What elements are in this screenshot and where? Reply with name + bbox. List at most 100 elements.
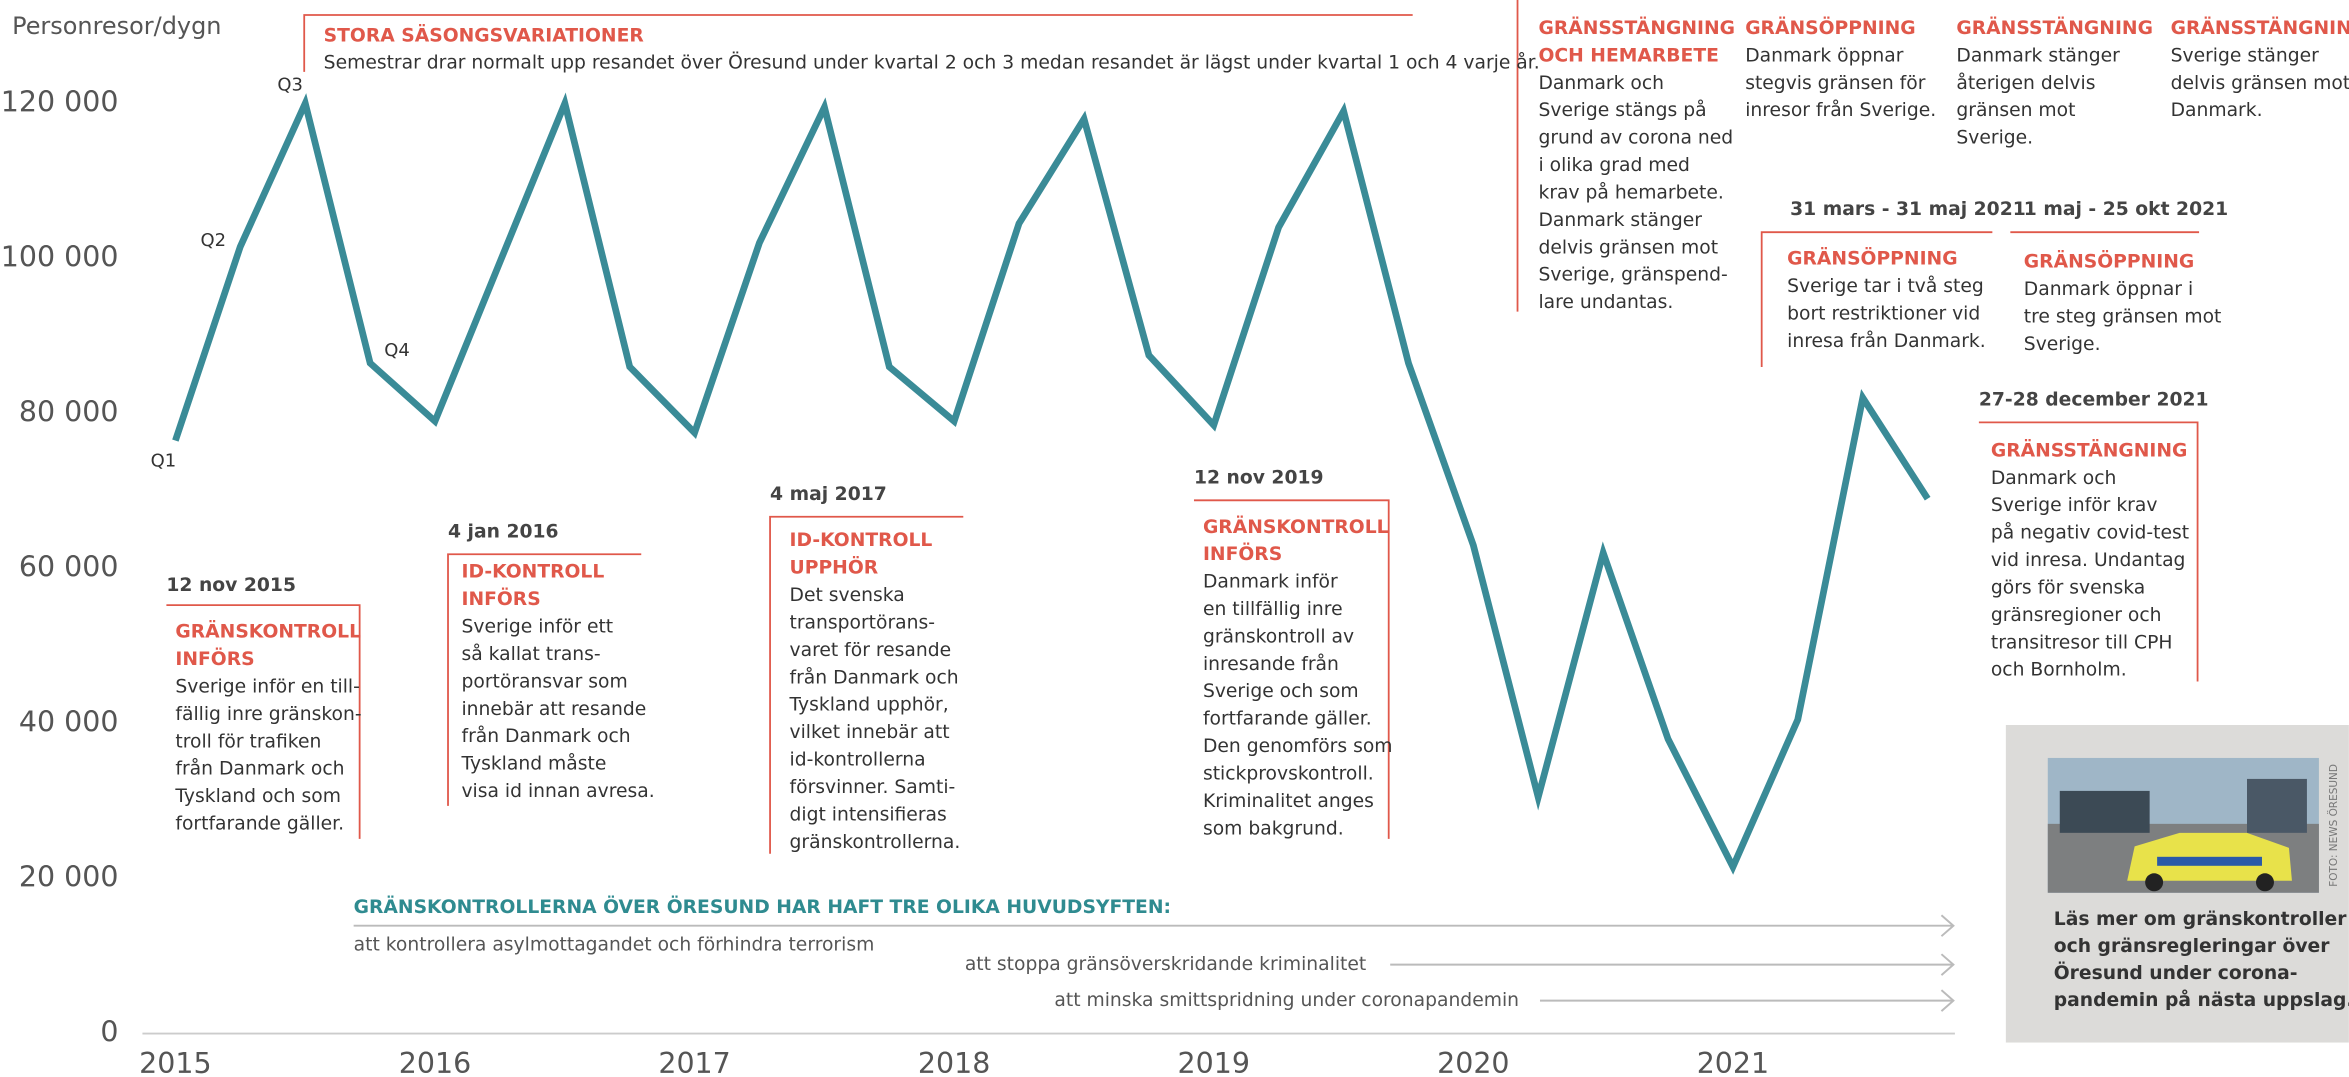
y-tick-label: 80 000 — [19, 395, 119, 428]
annotation-title: ID-KONTROLL — [790, 530, 933, 551]
x-tick-label: 2019 — [1178, 1047, 1250, 1077]
annotation-date: 4 maj 2017 — [770, 484, 887, 505]
y-tick-label: 40 000 — [19, 705, 119, 738]
photo-car-stripe — [2157, 857, 2262, 866]
annotation-text: stegvis gränsen för — [1745, 73, 1926, 94]
point-label: Q1 — [151, 451, 177, 472]
x-tick-label: 2020 — [1437, 1047, 1509, 1077]
annotation-text: Danmark öppnar i — [2024, 279, 2193, 300]
annotation-text: Den genomförs som — [1203, 736, 1393, 757]
annotation-text: Danmark och — [1538, 73, 1664, 94]
annotation-title: INFÖRS — [1203, 541, 1282, 565]
annotation-date: 12 nov 2019 — [1194, 467, 1324, 488]
note-title: STORA SÄSONGSVARIATIONER — [324, 22, 645, 46]
annotation-text: Danmark och — [1991, 468, 2117, 489]
annotation-text: Danmark stänger — [1956, 45, 2120, 66]
annotation-text: på negativ covid-test — [1991, 521, 2189, 544]
annotation-title: GRÄNSÖPPNING — [2024, 249, 2194, 273]
annotation-text: grund av corona ned — [1538, 128, 1733, 149]
annotation-text: Sverige. — [2024, 334, 2101, 355]
annotation-text: gränsregioner och — [1991, 605, 2162, 626]
annotation-text: Tyskland måste — [460, 752, 606, 775]
annotation-title: GRÄNSÖPPNING — [1745, 15, 1915, 39]
annotation-text: stickprovskontroll. — [1203, 763, 1374, 784]
arrow — [1540, 990, 1953, 1011]
chart: Personresor/dygn020 00040 00060 00080 00… — [0, 0, 2349, 1077]
annotation-text: så kallat trans- — [461, 642, 600, 665]
annotation-title: INFÖRS — [461, 586, 540, 610]
annotation-date: 1 maj - 25 okt 2021 — [2024, 199, 2228, 220]
annotation-text: delvis gränsen mot — [2171, 73, 2349, 94]
annotation-text: Danmark öppnar — [1745, 45, 1903, 66]
point-label: Q4 — [384, 340, 410, 361]
x-tick-label: 2018 — [918, 1047, 990, 1077]
annotation-text: från Danmark och — [461, 724, 630, 747]
point-label: Q2 — [201, 230, 227, 251]
photo-credit: FOTO: NEWS ÖRESUND — [2327, 764, 2340, 887]
sidebar-text: och gränsregleringar över — [2054, 936, 2330, 957]
annotation-text: Det svenska — [790, 585, 905, 606]
annotation-title: ID-KONTROLL — [461, 562, 604, 583]
annotation-title: OCH HEMARBETE — [1538, 45, 1718, 66]
annotation-text: Sverige inför krav — [1991, 495, 2158, 516]
x-tick-label: 2016 — [399, 1047, 471, 1077]
annotation-title: GRÄNSSTÄNGNING — [1956, 15, 2153, 39]
annotation-text: Sverige stänger — [2171, 45, 2320, 66]
purpose-item: att stoppa gränsöverskridande kriminalit… — [965, 954, 1366, 975]
annotation-text: Sverige inför en till- — [175, 676, 360, 697]
annotation-text: delvis gränsen mot — [1538, 237, 1718, 258]
annotation-text: troll för trafiken — [175, 731, 321, 752]
annotation-text: från Danmark och — [790, 665, 959, 688]
annotation-text: inresor från Sverige. — [1745, 98, 1936, 121]
annotation-text: lare undantas. — [1538, 292, 1673, 313]
annotation-text: visa id innan avresa. — [461, 781, 654, 802]
annotation-text: inresa från Danmark. — [1787, 329, 1986, 352]
x-tick-label: 2021 — [1697, 1047, 1769, 1077]
y-tick-label: 60 000 — [19, 550, 119, 583]
annotation-text: Sverige, gränspend- — [1538, 265, 1727, 286]
note-text: Semestrar drar normalt upp resandet över… — [324, 50, 1540, 73]
annotation-date: 12 nov 2015 — [166, 575, 296, 596]
annotation-text: i olika grad med — [1538, 155, 1689, 176]
annotation-text: inresande från — [1203, 652, 1339, 675]
annotation-text: gränskontroll av — [1203, 626, 1354, 647]
x-tick-label: 2017 — [658, 1047, 730, 1077]
annotation-text: gränskontrollerna. — [790, 832, 961, 853]
annotation-text: transitresor till CPH — [1991, 632, 2173, 653]
annotation-title: UPPHÖR — [790, 555, 879, 579]
annotation-text: fortfarande gäller. — [1203, 709, 1372, 730]
annotation-title: GRÄNSÖPPNING — [1787, 246, 1957, 270]
sidebar-text: Läs mer om gränskontroller — [2054, 909, 2347, 930]
annotation-text: Sverige inför ett — [461, 617, 613, 638]
annotation-text: och Bornholm. — [1991, 660, 2127, 681]
annotation-text: Sverige och som — [1203, 681, 1359, 702]
annotation-text: tre steg gränsen mot — [2024, 306, 2222, 327]
annotation-text: innebär att resande — [461, 699, 646, 720]
photo-building — [2060, 791, 2150, 833]
annotation-text: försvinner. Samti- — [790, 777, 956, 798]
annotation-text: digt intensifieras — [790, 804, 947, 825]
annotation-text: krav på hemarbete. — [1538, 180, 1723, 203]
annotation-text: Sverige. — [1956, 128, 2033, 149]
photo-building — [2247, 779, 2307, 833]
annotation-date: 31 mars - 31 maj 2021 — [1790, 199, 2026, 220]
annotation-title: GRÄNSSTÄNGNING — [1991, 437, 2188, 461]
annotation-title: GRÄNSSTÄNGNING — [2171, 15, 2349, 39]
annotation-text: id-kontrollerna — [790, 750, 926, 771]
arrow — [354, 915, 1954, 936]
y-axis-label: Personresor/dygn — [12, 12, 221, 40]
annotation-text: vilket innebär att — [790, 722, 950, 743]
annotation-text: varet för resande — [790, 640, 952, 661]
annotation-text: transportörans- — [790, 612, 935, 633]
annotation-text: Tyskland upphör, — [789, 695, 949, 716]
annotation-title: GRÄNSKONTROLL — [175, 619, 361, 643]
annotation-text: Danmark stänger — [1538, 210, 1702, 231]
annotation-text: vid inresa. Undantag — [1991, 550, 2186, 571]
purpose-item: att kontrollera asylmottagandet och förh… — [354, 935, 875, 956]
annotation-text: portöransvar som — [461, 671, 627, 692]
annotation-text: fällig inre gränskon- — [175, 704, 361, 725]
photo-wheel — [2145, 873, 2163, 891]
annotation-date: 27-28 december 2021 — [1979, 389, 2209, 410]
annotation-text: Sverige stängs på — [1538, 98, 1706, 121]
annotation-text: en tillfällig inre — [1203, 599, 1343, 620]
